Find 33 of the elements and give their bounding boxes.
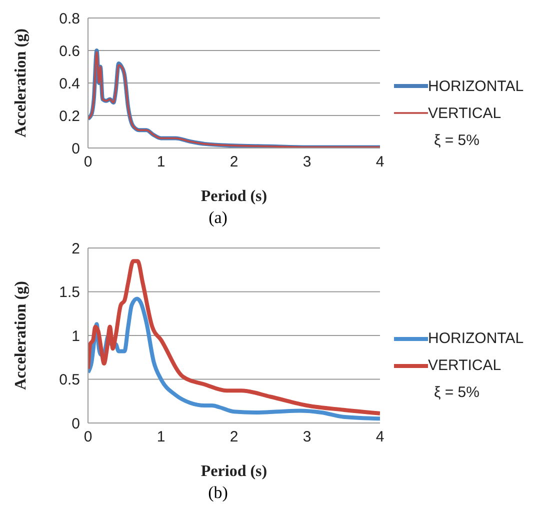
x-axis-title: Period (s) bbox=[200, 188, 268, 205]
legend-label: HORIZONTAL bbox=[428, 330, 524, 347]
y-tick-label: 0.8 bbox=[59, 10, 80, 28]
legend-label: VERTICAL bbox=[428, 357, 502, 374]
legend-label: VERTICAL bbox=[428, 104, 502, 122]
legend-label: HORIZONTAL bbox=[428, 78, 524, 94]
x-tick-label: 2 bbox=[230, 154, 238, 171]
x-tick-label: 1 bbox=[156, 428, 166, 446]
y-tick-label: 1 bbox=[72, 328, 80, 345]
x-tick-label: 1 bbox=[156, 154, 166, 171]
y-tick-label: 0 bbox=[72, 140, 80, 158]
y-tick-label: 2 bbox=[72, 240, 80, 258]
text: (a) bbox=[208, 208, 228, 228]
y-axis-title: Acceleration (g) bbox=[12, 281, 30, 390]
x-axis-title: Period (s) bbox=[200, 463, 268, 480]
text: ξ = 5% bbox=[434, 132, 480, 148]
text: (b) bbox=[207, 483, 229, 503]
y-tick-label: 0.2 bbox=[59, 108, 80, 125]
y-axis-title: Acceleration (g) bbox=[12, 28, 30, 138]
x-tick-label: 4 bbox=[376, 428, 384, 446]
line-series bbox=[88, 259, 380, 416]
x-tick-label: 3 bbox=[302, 154, 312, 171]
x-tick-label: 4 bbox=[376, 154, 384, 171]
x-tick-label: 3 bbox=[302, 428, 312, 446]
x-tick-label: 0 bbox=[84, 428, 92, 446]
y-tick-label: 0 bbox=[72, 415, 80, 432]
text: ξ = 5% bbox=[434, 384, 480, 401]
y-tick-label: 0.6 bbox=[59, 42, 80, 60]
x-tick-label: 2 bbox=[230, 428, 238, 446]
y-tick-label: 1.5 bbox=[59, 284, 80, 302]
y-tick-label: 0.4 bbox=[59, 75, 80, 92]
y-tick-label: 0.5 bbox=[59, 372, 80, 389]
x-tick-label: 0 bbox=[84, 154, 92, 171]
